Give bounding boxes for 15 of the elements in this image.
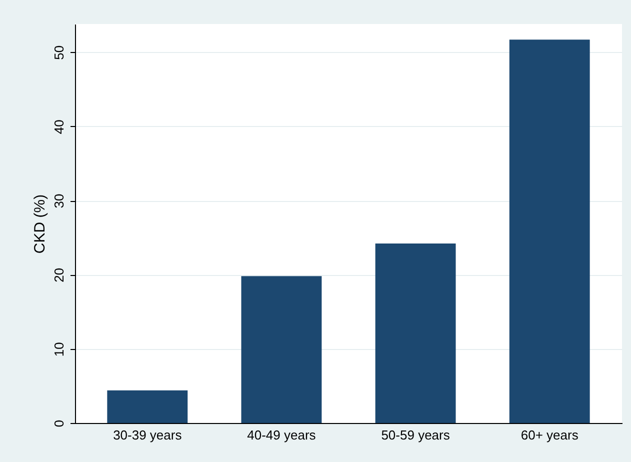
y-tick-label: 0	[52, 420, 66, 428]
y-axis-title: CKD (%)	[32, 194, 48, 254]
y-tick-label: 20	[52, 268, 66, 282]
x-tick-label: 40-49 years	[247, 428, 316, 442]
y-tick-label: 50	[52, 45, 66, 60]
x-tick-label: 60+ years	[520, 428, 579, 442]
x-tick-label: 30-39 years	[113, 428, 182, 442]
y-tick-label: 10	[52, 342, 66, 357]
bar	[375, 244, 456, 423]
bar	[241, 276, 322, 423]
bar	[107, 390, 188, 423]
y-tick-label: 40	[52, 120, 66, 134]
bar	[509, 40, 590, 423]
y-tick-label: 30	[52, 194, 66, 208]
x-tick-label: 50-59 years	[381, 428, 450, 442]
